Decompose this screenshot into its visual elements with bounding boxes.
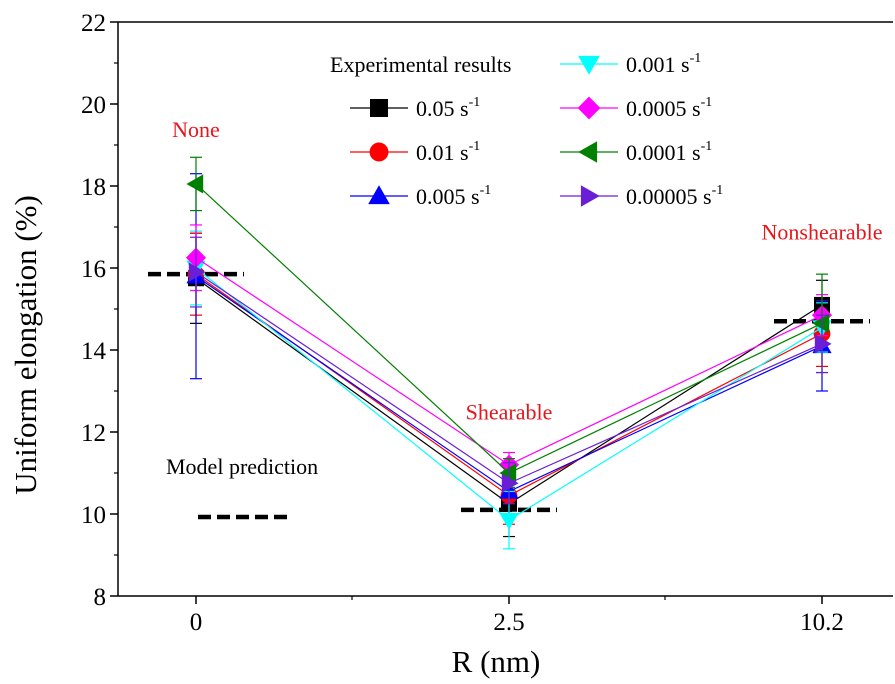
legend-label: 0.005 s-1 bbox=[416, 183, 491, 209]
legend-marker bbox=[370, 99, 388, 117]
legend-marker bbox=[578, 55, 600, 75]
y-tick-label: 12 bbox=[81, 420, 106, 447]
legend: Experimental results 0.05 s-1 0.01 s-1 0.00… bbox=[330, 51, 723, 209]
data-point bbox=[812, 313, 830, 333]
legend-marker bbox=[580, 185, 600, 207]
legend-label: 0.05 s-1 bbox=[416, 95, 480, 121]
legend-item-0.005: 0.005 s-1 bbox=[350, 183, 491, 209]
legend-item-0.00005: 0.00005 s-1 bbox=[560, 183, 723, 209]
legend-label: 0.0005 s-1 bbox=[626, 95, 712, 121]
data-point bbox=[499, 512, 519, 530]
series-0.0005 bbox=[185, 224, 833, 478]
legend-item-0.001: 0.001 s-1 bbox=[560, 51, 701, 77]
x-axis: 0 2.5 10.2 bbox=[190, 596, 844, 636]
data-point bbox=[188, 262, 206, 282]
annotation-label: None bbox=[172, 117, 220, 142]
legend-label: 0.0001 s-1 bbox=[626, 139, 712, 165]
x-tick-label: 2.5 bbox=[493, 609, 524, 636]
legend-item-0.0005: 0.0005 s-1 bbox=[560, 95, 712, 121]
y-tick-label: 10 bbox=[81, 502, 106, 529]
legend-marker bbox=[368, 185, 390, 205]
series-0.0001 bbox=[186, 156, 830, 488]
legend-marker bbox=[578, 141, 598, 163]
legend-item-0.0001: 0.0001 s-1 bbox=[560, 139, 712, 165]
y-tick-label: 22 bbox=[81, 10, 106, 37]
y-tick-label: 18 bbox=[81, 174, 106, 201]
y-tick-label: 14 bbox=[81, 338, 107, 365]
legend-label: 0.00005 s-1 bbox=[626, 183, 723, 209]
legend-label: 0.01 s-1 bbox=[416, 139, 480, 165]
x-tick-label: 10.2 bbox=[800, 609, 844, 636]
model-prediction-label: Model prediction bbox=[166, 454, 318, 479]
data-point bbox=[186, 174, 204, 194]
y-axis-label: Uniform elongation (%) bbox=[8, 195, 43, 495]
legend-marker bbox=[369, 142, 389, 162]
legend-label: 0.001 s-1 bbox=[626, 51, 701, 77]
legend-marker bbox=[577, 96, 601, 120]
data-point bbox=[501, 473, 519, 493]
y-tick-label: 20 bbox=[81, 92, 106, 119]
annotations: None Shearable Nonshearable Model predictio… bbox=[166, 117, 883, 520]
data-point bbox=[499, 463, 517, 483]
x-axis-label: R (nm) bbox=[452, 644, 541, 679]
y-axis: 8 10 12 14 16 18 20 22 bbox=[81, 10, 118, 611]
x-tick-label: 0 bbox=[190, 609, 203, 636]
series-0.00005 bbox=[188, 236, 832, 505]
data-point bbox=[814, 334, 832, 354]
series-line bbox=[195, 271, 823, 484]
series-group bbox=[185, 156, 833, 550]
legend-title: Experimental results bbox=[330, 52, 511, 77]
annotation-label: Shearable bbox=[466, 400, 553, 425]
y-tick-label: 8 bbox=[94, 584, 107, 611]
series-line bbox=[195, 257, 823, 466]
legend-item-0.01: 0.01 s-1 bbox=[350, 139, 480, 165]
y-tick-label: 16 bbox=[81, 256, 106, 283]
legend-item-0.05: 0.05 s-1 bbox=[350, 95, 480, 121]
series-line bbox=[195, 183, 823, 474]
annotation-label: Nonshearable bbox=[762, 219, 883, 244]
